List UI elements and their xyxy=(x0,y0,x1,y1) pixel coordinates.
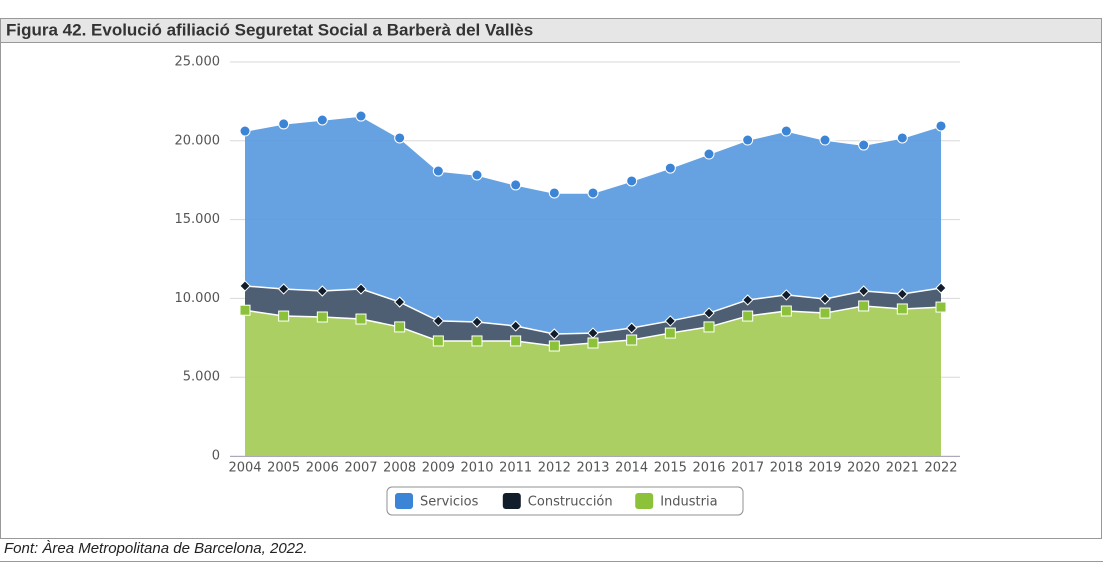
x-tick-label: 2010 xyxy=(460,461,493,476)
marker xyxy=(935,301,947,313)
marker xyxy=(664,315,677,327)
marker xyxy=(742,134,754,146)
area xyxy=(245,305,941,456)
marker xyxy=(819,307,831,319)
marker xyxy=(664,327,676,339)
y-tick-label: 0 xyxy=(212,449,220,464)
x-tick-label: 2013 xyxy=(576,461,609,476)
marker xyxy=(471,335,483,347)
marker xyxy=(780,125,792,137)
marker xyxy=(548,187,560,199)
x-tick-label: 2007 xyxy=(344,461,377,476)
marker xyxy=(858,139,870,151)
marker xyxy=(896,132,908,144)
marker xyxy=(393,296,406,308)
marker xyxy=(316,285,329,297)
marker xyxy=(509,320,522,332)
source: Font: Àrea Metropolitana de Barcelona, 2… xyxy=(4,540,308,557)
marker xyxy=(394,321,406,333)
marker xyxy=(703,321,715,333)
legend-swatch xyxy=(635,493,654,509)
marker xyxy=(741,294,754,306)
x-tick-label: 2021 xyxy=(886,461,919,476)
x-tick-label: 2005 xyxy=(267,461,300,476)
marker xyxy=(432,335,444,347)
marker xyxy=(703,148,715,160)
marker xyxy=(432,165,444,177)
marker xyxy=(278,118,290,130)
marker xyxy=(278,310,290,322)
marker xyxy=(316,311,328,323)
legend-swatch xyxy=(502,493,521,509)
x-tick-label: 2016 xyxy=(692,461,725,476)
marker xyxy=(277,283,290,295)
marker xyxy=(858,300,870,312)
x-tick-label: 2022 xyxy=(924,461,957,476)
marker xyxy=(548,328,561,340)
x-tick-label: 2012 xyxy=(538,461,571,476)
y-tick-label: 20.000 xyxy=(175,133,221,148)
y-tick-label: 15.000 xyxy=(175,212,221,227)
area xyxy=(245,285,941,346)
marker xyxy=(355,283,367,295)
marker xyxy=(548,340,560,352)
marker xyxy=(896,303,908,315)
marker xyxy=(780,305,792,317)
x-tick-label: 2006 xyxy=(306,461,339,476)
marker xyxy=(316,114,328,126)
marker xyxy=(239,280,251,292)
marker xyxy=(896,288,909,300)
x-tick-label: 2014 xyxy=(615,461,648,476)
x-tick-label: 2018 xyxy=(770,461,803,476)
y-tick-label: 5.000 xyxy=(183,370,220,385)
marker xyxy=(703,307,715,319)
marker xyxy=(432,315,445,327)
marker xyxy=(626,175,638,187)
area xyxy=(245,116,941,335)
marker xyxy=(857,285,870,297)
marker xyxy=(587,337,599,349)
marker xyxy=(587,187,599,199)
x-tick-label: 2019 xyxy=(808,461,841,476)
marker xyxy=(935,282,947,294)
marker xyxy=(239,125,251,137)
legend-box xyxy=(386,486,744,516)
x-tick-label: 2017 xyxy=(731,461,764,476)
legend-label: Servicios xyxy=(420,495,479,510)
x-tick-label: 2008 xyxy=(383,461,416,476)
marker xyxy=(935,120,947,132)
legend-label: Construcción xyxy=(528,495,613,510)
x-tick-label: 2004 xyxy=(228,461,261,476)
chart-title: Figura 42. Evolució afiliació Seguretat … xyxy=(6,20,533,39)
x-tick-label: 2015 xyxy=(654,461,687,476)
marker xyxy=(471,316,483,328)
x-tick-label: 2011 xyxy=(499,461,532,476)
x-tick-label: 2009 xyxy=(422,461,455,476)
marker xyxy=(510,179,522,191)
legend: Servicios Construcción Industria xyxy=(386,486,744,516)
marker xyxy=(355,313,367,325)
marker xyxy=(742,310,754,322)
marker xyxy=(664,162,676,174)
marker xyxy=(587,327,599,339)
marker xyxy=(819,293,831,305)
y-tick-label: 10.000 xyxy=(175,291,221,306)
legend-label: Industria xyxy=(660,495,717,510)
x-tick-label: 2020 xyxy=(847,461,880,476)
marker xyxy=(625,322,638,334)
title-bar xyxy=(0,18,1102,43)
y-tick-label: 25.000 xyxy=(175,55,221,70)
marker xyxy=(355,110,367,122)
marker xyxy=(239,304,251,316)
legend-swatch xyxy=(395,493,413,509)
marker xyxy=(510,335,522,347)
marker xyxy=(471,169,483,181)
marker xyxy=(780,289,793,301)
marker xyxy=(819,134,831,146)
marker xyxy=(626,334,638,346)
marker xyxy=(394,132,406,144)
